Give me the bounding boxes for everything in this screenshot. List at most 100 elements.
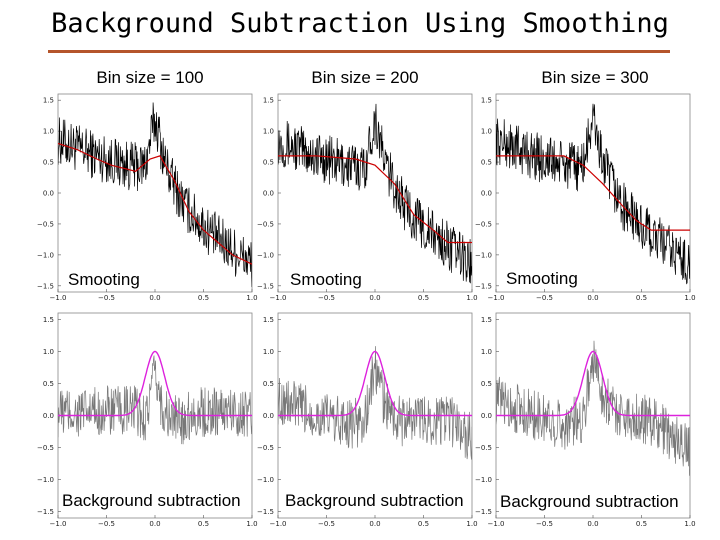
panel-label: Background subtraction	[62, 491, 241, 510]
plot-area	[278, 103, 472, 284]
plot-panel-smoothing-bin-200: 1.5 1.0 0.5 0.0 −0.5 −1.0 −1.5 −1.0 −0.5 0.0 0.5 1.…	[257, 93, 478, 302]
x-tick-label: −1.0	[50, 520, 67, 528]
x-tick-label: 0.5	[198, 520, 209, 528]
x-tick-label: −0.5	[318, 294, 335, 302]
residual-line	[58, 355, 252, 445]
y-tick-label: −0.5	[257, 444, 274, 452]
panel-label: Background subtraction	[285, 491, 464, 510]
plot-area	[278, 346, 472, 460]
x-tick-label: −1.0	[270, 520, 287, 528]
y-tick-label: 1.5	[43, 316, 54, 324]
x-tick-label: 1.0	[684, 520, 695, 528]
y-tick-label: 0.0	[263, 412, 274, 420]
x-tick-label: 0.0	[149, 520, 160, 528]
y-tick-label: −0.5	[475, 220, 492, 228]
signal-line	[278, 103, 472, 284]
x-tick-label: 1.0	[246, 520, 257, 528]
y-tick-label: −1.0	[37, 251, 54, 259]
x-tick-label: 0.5	[198, 294, 209, 302]
y-tick-label: 0.5	[481, 159, 492, 167]
signal-line	[496, 103, 690, 285]
panel-label: Smooting	[290, 270, 362, 289]
x-tick-label: −1.0	[488, 294, 505, 302]
y-tick-label: 1.0	[263, 128, 274, 136]
gaussian-fit-line	[58, 350, 252, 417]
y-tick-label: 0.5	[43, 159, 54, 167]
residual-line	[278, 346, 472, 460]
y-tick-label: 1.5	[263, 97, 274, 105]
y-tick-label: 0.5	[43, 380, 54, 388]
y-tick-label: 1.0	[481, 128, 492, 136]
x-tick-label: 1.0	[466, 520, 477, 528]
y-tick-label: 0.0	[263, 190, 274, 198]
x-tick-label: 0.5	[636, 294, 647, 302]
column-header-bin-100: Bin size = 100	[96, 68, 204, 87]
y-tick-label: 1.0	[481, 348, 492, 356]
plot-panel-smoothing-bin-100: 1.5 1.0 0.5 0.0 −0.5 −1.0 −1.5 −1.0 −0.5 0.0 0.5 1.…	[37, 93, 258, 302]
plot-area	[58, 102, 252, 288]
x-tick-label: −1.0	[488, 520, 505, 528]
y-tick-label: −1.5	[475, 282, 492, 290]
y-tick-label: 0.5	[481, 380, 492, 388]
y-tick-label: −1.5	[257, 508, 274, 516]
plot-panel-subtraction-bin-300: 1.5 1.0 0.5 0.0 −0.5 −1.0 −1.5 −1.0 −0.5 0.0 0.5 1.…	[475, 312, 696, 528]
plot-area	[58, 350, 252, 445]
x-tick-label: 0.0	[149, 294, 160, 302]
gaussian-fit-line	[278, 350, 472, 417]
y-tick-label: 1.0	[263, 348, 274, 356]
title-underline	[48, 50, 670, 53]
y-tick-label: −1.0	[257, 476, 274, 484]
x-tick-label: 0.0	[369, 520, 380, 528]
panel-label: Smooting	[68, 270, 140, 289]
x-tick-label: 1.0	[246, 294, 257, 302]
plot-panel-subtraction-bin-200: 1.5 1.0 0.5 0.0 −0.5 −1.0 −1.5 −1.0 −0.5 0.0 0.5 1.…	[257, 312, 478, 528]
x-tick-label: 1.0	[684, 294, 695, 302]
signal-line	[58, 102, 252, 288]
y-tick-label: 1.5	[481, 97, 492, 105]
smoothed-background-line	[278, 155, 472, 244]
y-tick-label: −0.5	[475, 444, 492, 452]
y-tick-label: 1.0	[43, 128, 54, 136]
panel-label: Background subtraction	[500, 492, 679, 511]
y-tick-label: −1.5	[257, 282, 274, 290]
plot-area	[496, 103, 690, 285]
x-tick-label: 0.5	[418, 294, 429, 302]
column-header-bin-200: Bin size = 200	[311, 68, 419, 87]
x-tick-label: −0.5	[536, 294, 553, 302]
y-tick-label: 0.0	[481, 412, 492, 420]
y-tick-label: 0.5	[263, 159, 274, 167]
x-tick-label: −0.5	[98, 520, 115, 528]
x-tick-label: 0.5	[636, 520, 647, 528]
x-tick-label: 0.5	[418, 520, 429, 528]
gaussian-fit-line	[496, 350, 690, 417]
y-tick-label: 1.0	[43, 348, 54, 356]
y-tick-label: −1.0	[257, 251, 274, 259]
y-tick-label: −0.5	[37, 220, 54, 228]
smoothed-background-line	[58, 142, 252, 265]
y-tick-label: 0.0	[43, 190, 54, 198]
y-tick-label: −0.5	[37, 444, 54, 452]
plot-panel-smoothing-bin-300: 1.5 1.0 0.5 0.0 −0.5 −1.0 −1.5 −1.0 −0.5 0.0 0.5 1.…	[475, 93, 696, 302]
x-tick-label: 1.0	[466, 294, 477, 302]
plot-panel-subtraction-bin-100: 1.5 1.0 0.5 0.0 −0.5 −1.0 −1.5 −1.0 −0.5 0.0 0.5 1.…	[37, 312, 258, 528]
x-tick-label: −1.0	[50, 294, 67, 302]
smoothed-background-line	[496, 155, 690, 231]
y-tick-label: 0.5	[263, 380, 274, 388]
y-tick-label: −1.0	[37, 476, 54, 484]
y-tick-label: −0.5	[257, 220, 274, 228]
y-tick-label: −1.0	[475, 251, 492, 259]
panel-label: Smooting	[506, 269, 578, 288]
y-tick-label: −1.5	[475, 508, 492, 516]
axes-frame	[495, 93, 691, 293]
x-tick-label: 0.0	[587, 294, 598, 302]
y-tick-label: 0.0	[43, 412, 54, 420]
x-tick-label: −1.0	[270, 294, 287, 302]
y-tick-label: −1.5	[37, 282, 54, 290]
plot-area	[496, 340, 690, 476]
y-tick-label: 1.5	[263, 316, 274, 324]
y-tick-label: 1.5	[43, 97, 54, 105]
residual-line	[496, 340, 690, 476]
y-tick-label: −1.5	[37, 508, 54, 516]
column-header-bin-300: Bin size = 300	[541, 68, 649, 87]
